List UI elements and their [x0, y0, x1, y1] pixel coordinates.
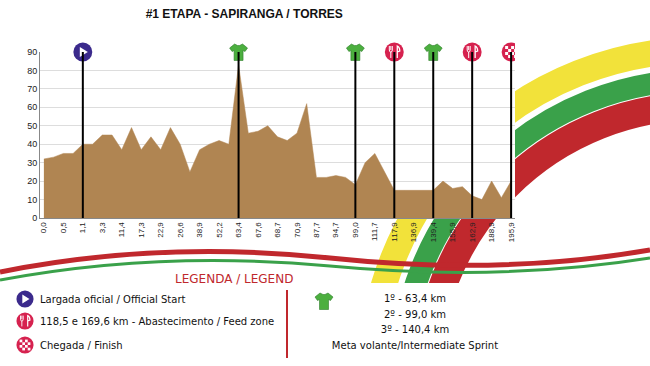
svg-text:10: 10: [27, 195, 37, 205]
svg-text:68,7: 68,7: [273, 222, 282, 238]
svg-text:26,6: 26,6: [176, 222, 185, 238]
html-text:Meta volante/Intermediate Spri: Meta volante/Intermediate Sprint: [331, 339, 499, 351]
svg-text:162,9: 162,9: [468, 222, 477, 243]
svg-text:117,9: 117,9: [390, 222, 399, 242]
svg-text:20: 20: [27, 176, 37, 186]
svg-text:136,9: 136,9: [409, 222, 418, 243]
svg-text:40: 40: [27, 139, 37, 149]
svg-text:1,1: 1,1: [78, 222, 87, 234]
html-text:1º - 63,4 km: 1º - 63,4 km: [384, 293, 446, 304]
html-text:2º - 99,0 km: 2º - 99,0 km: [384, 308, 446, 320]
svg-text:188,9: 188,9: [487, 222, 496, 243]
svg-text:139,4: 139,4: [429, 222, 438, 243]
svg-text:#1 ETAPA - SAPIRANGA / TORRES: #1 ETAPA - SAPIRANGA / TORRES: [146, 7, 343, 21]
svg-text:67,6: 67,6: [254, 222, 263, 238]
svg-text:11,4: 11,4: [117, 222, 126, 238]
svg-text:0,5: 0,5: [59, 222, 68, 234]
svg-text:70: 70: [27, 84, 37, 94]
svg-text:94,7: 94,7: [332, 222, 341, 238]
html-text:Chegada / Finish: Chegada / Finish: [40, 339, 123, 351]
svg-text:60: 60: [27, 102, 37, 112]
svg-text:90: 90: [27, 47, 37, 57]
svg-text:0: 0: [32, 213, 37, 223]
svg-text:3,3: 3,3: [98, 222, 107, 234]
html-text:LEGENDA / LEGEND: LEGENDA / LEGEND: [175, 272, 294, 286]
svg-text:155,9: 155,9: [448, 222, 457, 243]
svg-text:80: 80: [27, 66, 37, 76]
svg-text:30: 30: [27, 158, 37, 168]
html-text:118,5 e 169,6 km - Abastecimen: 118,5 e 169,6 km - Abastecimento / Feed …: [40, 315, 275, 327]
svg-text:111,7: 111,7: [370, 222, 379, 241]
svg-text:50: 50: [27, 121, 37, 131]
svg-text:0,0: 0,0: [39, 222, 48, 234]
svg-text:63,4: 63,4: [234, 222, 243, 238]
svg-text:22,9: 22,9: [156, 222, 165, 238]
svg-text:70,9: 70,9: [293, 222, 302, 238]
svg-text:52,2: 52,2: [215, 222, 224, 238]
svg-text:195,9: 195,9: [507, 222, 516, 243]
html-text:3º - 140,4 km: 3º - 140,4 km: [380, 324, 450, 335]
svg-text:87,7: 87,7: [312, 222, 321, 238]
svg-text:99,0: 99,0: [351, 222, 360, 238]
svg-text:17,3: 17,3: [137, 222, 146, 238]
svg-text:38,9: 38,9: [195, 222, 204, 238]
html-text:Largada oficial / Official Sta: Largada oficial / Official Start: [40, 293, 186, 305]
